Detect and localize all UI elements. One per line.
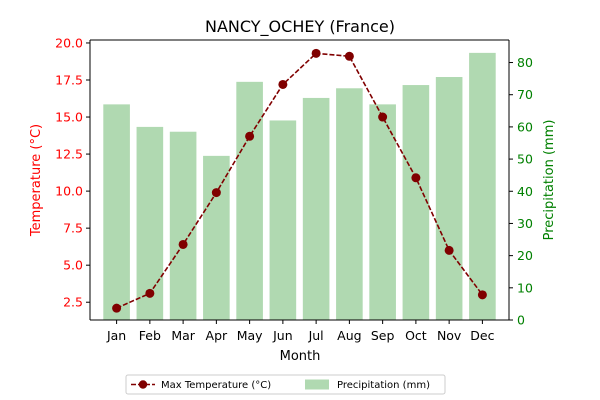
legend-label-precipitation: Precipitation (mm) bbox=[337, 380, 430, 391]
bar-precipitation-jul bbox=[302, 97, 330, 321]
right-tick-label: 80 bbox=[517, 55, 533, 70]
right-tick-label: 0 bbox=[517, 313, 525, 328]
point-temperature-sep bbox=[378, 112, 388, 122]
bar-precipitation-apr bbox=[203, 155, 230, 320]
legend: Max Temperature (°C) Precipitation (mm) bbox=[125, 374, 446, 395]
left-tick-label: 15.0 bbox=[55, 110, 83, 125]
left-tick-label: 17.5 bbox=[55, 73, 83, 88]
point-temperature-jun bbox=[278, 79, 288, 89]
x-tick-label-nov: Nov bbox=[437, 328, 462, 343]
point-temperature-jan bbox=[112, 303, 122, 313]
left-tick-label: 20.0 bbox=[55, 35, 83, 50]
legend-label-temperature: Max Temperature (°C) bbox=[161, 380, 271, 391]
right-tick-label: 60 bbox=[517, 119, 533, 134]
point-temperature-feb bbox=[145, 288, 155, 298]
left-tick-label: 10.0 bbox=[55, 184, 83, 199]
right-tick-label: 50 bbox=[517, 152, 533, 167]
bar-precipitation-jun bbox=[269, 120, 297, 320]
bar-precipitation-jan bbox=[103, 104, 130, 320]
y-axis-label-right: Precipitation (mm) bbox=[542, 120, 557, 241]
point-temperature-oct bbox=[411, 173, 421, 183]
line-max-temperature bbox=[116, 52, 484, 309]
left-tick-label: 5.0 bbox=[63, 258, 83, 273]
right-tick-label: 10 bbox=[517, 280, 533, 295]
bar-precipitation-sep bbox=[369, 104, 396, 320]
bar-precipitation-dec bbox=[469, 52, 496, 320]
axes-group bbox=[89, 39, 510, 321]
bar-precipitation-aug bbox=[336, 88, 363, 320]
line-group bbox=[112, 48, 487, 313]
right-tick-label: 30 bbox=[517, 216, 533, 231]
x-tick-label-sep: Sep bbox=[371, 328, 395, 343]
legend-bar-swatch bbox=[305, 379, 329, 390]
left-axis-ticks: 2.5 5.0 7.5 10.0 12.5 15.0 17.5 20.0 bbox=[55, 35, 90, 310]
point-temperature-apr bbox=[211, 188, 221, 198]
x-tick-label-oct: Oct bbox=[405, 328, 427, 343]
left-tick-label: 7.5 bbox=[63, 221, 83, 236]
bar-precipitation-mar bbox=[169, 131, 197, 320]
right-tick-label: 20 bbox=[517, 248, 533, 263]
bar-precipitation-oct bbox=[402, 85, 430, 321]
point-temperature-jul bbox=[311, 48, 321, 58]
bar-precipitation-may bbox=[236, 81, 263, 320]
right-tick-label: 70 bbox=[517, 87, 533, 102]
legend-frame bbox=[125, 374, 446, 395]
x-tick-label-mar: Mar bbox=[171, 328, 195, 343]
bar-precipitation-nov bbox=[435, 77, 463, 320]
x-tick-label-aug: Aug bbox=[337, 328, 361, 343]
bars-group bbox=[103, 52, 496, 321]
point-temperature-nov bbox=[444, 245, 454, 255]
point-temperature-dec bbox=[477, 290, 487, 300]
point-temperature-mar bbox=[178, 239, 188, 249]
point-temperature-aug bbox=[344, 51, 354, 61]
right-tick-label: 40 bbox=[517, 184, 533, 199]
x-axis-ticks: Jan Feb Mar Apr May Jun Jul Aug Sep Oct Nov Dec bbox=[106, 320, 495, 343]
x-tick-label-apr: Apr bbox=[206, 328, 228, 343]
x-tick-label-feb: Feb bbox=[139, 328, 161, 343]
point-temperature-may bbox=[245, 131, 255, 141]
x-axis-label: Month bbox=[280, 349, 321, 364]
y-axis-label-left: Temperature (°C) bbox=[29, 124, 44, 237]
x-tick-label-jul: Jul bbox=[308, 328, 324, 343]
x-tick-label-jun: Jun bbox=[272, 328, 293, 343]
x-tick-label-jan: Jan bbox=[106, 328, 126, 343]
right-axis-ticks: 0 10 20 30 40 50 60 70 80 bbox=[509, 55, 533, 328]
x-tick-label-may: May bbox=[237, 328, 263, 343]
legend-marker-swatch bbox=[138, 380, 148, 389]
left-tick-label: 12.5 bbox=[55, 147, 83, 162]
left-tick-label: 2.5 bbox=[63, 295, 83, 310]
chart-title: NANCY_OCHEY (France) bbox=[205, 17, 395, 37]
bar-precipitation-feb bbox=[136, 126, 164, 321]
x-tick-label-dec: Dec bbox=[470, 328, 494, 343]
